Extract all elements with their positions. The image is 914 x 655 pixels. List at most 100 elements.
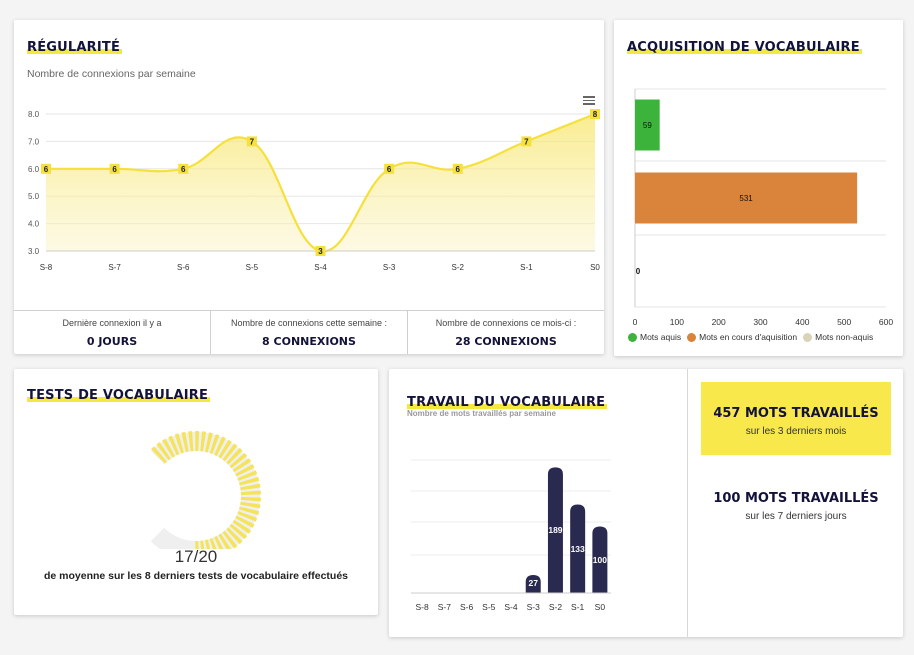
bar-value-label: 0: [636, 267, 641, 276]
connexion-stats: Dernière connexion il y a 0 JOURS Nombre…: [14, 310, 604, 354]
x-tick-label: S-8: [415, 602, 429, 612]
data-point: [178, 163, 189, 174]
x-tick-label: S-8: [40, 263, 53, 272]
x-tick-label: S-3: [527, 602, 541, 612]
y-tick-label: 7.0: [28, 137, 40, 146]
acquisition-title: ACQUISITION DE VOCABULAIRE: [627, 40, 862, 55]
stat-box-value: 100 MOTS TRAVAILLÉS: [713, 491, 879, 506]
bar: [635, 99, 660, 151]
bar-value-label: 100: [593, 555, 607, 565]
x-tick-label: S-1: [520, 263, 533, 272]
stat-box-3-months: 457 MOTS TRAVAILLÉS sur les 3 derniers m…: [701, 382, 891, 455]
gauge-segment: [226, 447, 243, 465]
gauge-segment: [214, 436, 226, 457]
bar: [547, 467, 563, 593]
x-tick-label: 400: [795, 317, 809, 327]
stat-label: Nombre de connexions cette semaine :: [230, 318, 388, 328]
stat-box-caption: sur les 3 derniers mois: [745, 426, 847, 437]
gauge-segment: [232, 458, 252, 473]
x-tick-label: S-4: [314, 263, 327, 272]
area-fill: [46, 114, 595, 252]
gauge-segment: [235, 515, 255, 528]
score-description: de moyenne sur les 8 derniers tests de v…: [43, 570, 349, 582]
x-tick-label: S-3: [383, 263, 396, 272]
gauge-segment: [232, 519, 252, 534]
y-tick-label: 5.0: [28, 192, 40, 201]
gauge-segment: [222, 443, 238, 462]
acquisition-bar-chart: 59 531 0 0 100 200 300 400 500 600: [633, 88, 893, 327]
stat-value: 8 CONNEXIONS: [262, 335, 356, 348]
y-tick-label: 8.0: [28, 110, 40, 119]
data-label: 7: [524, 137, 529, 146]
data-point: [246, 136, 257, 147]
gauge-segment: [239, 506, 260, 516]
data-label: 6: [387, 165, 392, 174]
gauge-segment: [156, 442, 171, 461]
stat-box-7-days: 100 MOTS TRAVAILLÉS sur les 7 derniers j…: [701, 491, 891, 522]
tests-card: TESTS DE VOCABULAIRE 17/20 de moyenne su…: [14, 369, 378, 615]
bar-value-label: 27: [528, 578, 538, 588]
travail-title: TRAVAIL DU VOCABULAIRE: [407, 395, 608, 410]
gauge-segment: [162, 438, 175, 458]
x-tick-label: S-2: [549, 602, 563, 612]
regularite-title: RÉGULARITÉ: [27, 40, 123, 55]
x-tick-label: S-1: [571, 602, 585, 612]
bar-value-label: 189: [548, 525, 562, 535]
x-tick-label: S-2: [452, 263, 465, 272]
x-tick-label: 100: [670, 317, 684, 327]
bar: [525, 575, 541, 593]
stat-month-connexions: Nombre de connexions ce mois-ci : 28 CON…: [408, 311, 604, 354]
legend-item-en-cours[interactable]: Mots en cours d'aquisition: [687, 332, 797, 342]
x-tick-label: S-6: [177, 263, 190, 272]
data-label: 7: [250, 137, 255, 146]
gauge-segment: [209, 434, 220, 455]
gauge-segment: [188, 431, 194, 452]
gauge-segment: [174, 433, 184, 454]
gauge-segment: [237, 511, 258, 522]
data-point: [315, 246, 326, 256]
connexions-line-chart: 3.0 4.0 5.0 6.0 7.0 8.0 6 S-8 6 S-7 6 S-6 7 S-5 3 S-4 6 S…: [28, 109, 600, 272]
gauge-segment: [222, 530, 238, 549]
legend-dot: [628, 332, 637, 342]
gauge-segment: [195, 540, 199, 549]
legend-label: Mots aquis: [640, 332, 682, 342]
legend-dot: [687, 332, 697, 342]
gauge-segment: [240, 497, 261, 502]
score-gauge: [150, 431, 261, 549]
data-label: 6: [44, 165, 49, 174]
gauge-segment: [151, 446, 167, 464]
legend-item-aquis[interactable]: Mots aquis: [628, 332, 681, 342]
bar-value-label: 133: [571, 544, 585, 554]
travail-card: TRAVAIL DU VOCABULAIRE Nombre de mots tr…: [389, 369, 903, 637]
legend-item-non-aquis[interactable]: Mots non-aquis: [803, 332, 873, 342]
acquisition-legend: Mots aquis Mots en cours d'aquisition Mo…: [628, 332, 879, 342]
bar: [592, 526, 608, 593]
gauge-segment: [240, 490, 261, 495]
data-point: [452, 163, 463, 174]
x-tick-label: S-5: [482, 602, 496, 612]
gauge-track: [150, 432, 260, 549]
stat-value: 0 JOURS: [86, 335, 138, 348]
data-point: [521, 136, 532, 147]
gauge-segment: [209, 537, 217, 549]
gauge-segment: [240, 501, 261, 509]
score-value: 17/20: [174, 547, 218, 566]
stat-label: Nombre de connexions ce mois-ci :: [435, 318, 577, 328]
x-tick-label: 200: [712, 317, 726, 327]
gauge-segment: [240, 483, 261, 491]
acquisition-card: ACQUISITION DE VOCABULAIRE 59 531 0 0 100 200…: [614, 20, 903, 356]
hamburger-menu-icon[interactable]: [583, 96, 595, 106]
x-tick-label: 500: [837, 317, 851, 327]
x-tick-label: 0: [633, 317, 638, 327]
x-tick-label: 300: [753, 317, 767, 327]
stat-last-connexion: Dernière connexion il y a 0 JOURS: [14, 311, 211, 354]
bar-value-label: 59: [643, 121, 652, 130]
x-tick-label: S-7: [108, 263, 121, 272]
data-label: 6: [181, 165, 186, 174]
legend-label: Mots en cours d'aquisition: [699, 332, 798, 342]
x-tick-label: S0: [590, 263, 600, 272]
legend-label: Mots non-aquis: [815, 332, 874, 342]
stat-box-value: 457 MOTS TRAVAILLÉS: [713, 406, 879, 421]
x-tick-label: S0: [595, 602, 606, 612]
data-label: 6: [112, 165, 117, 174]
